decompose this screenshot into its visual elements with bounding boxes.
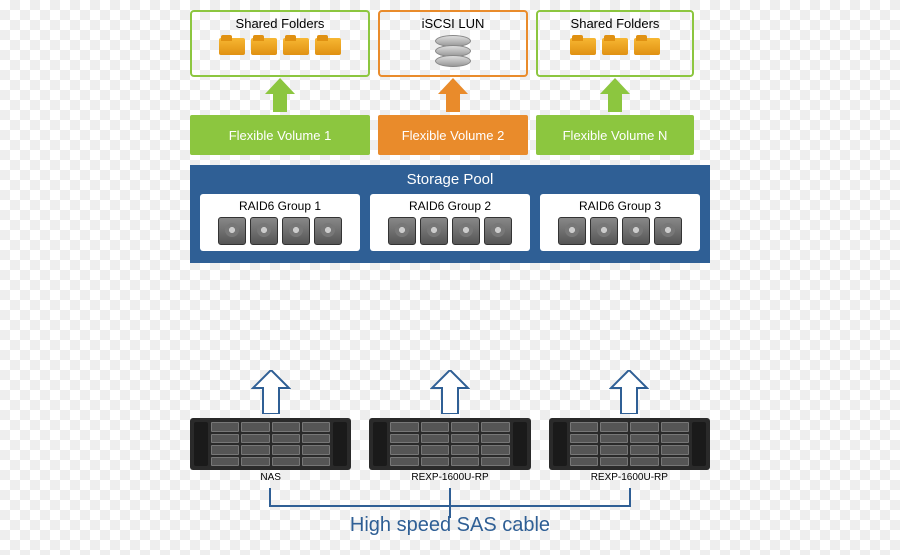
raid-group-label: RAID6 Group 1 [206,199,354,213]
hdd-icon [622,217,650,245]
folder-icon [570,35,596,55]
hdd-icon [590,217,618,245]
hdd-icon [558,217,586,245]
storage-pool: Storage Pool RAID6 Group 1RAID6 Group 2R… [190,165,710,263]
arrow-up-icon [438,78,468,112]
hdd-row [206,217,354,245]
raid-group-label: RAID6 Group 2 [376,199,524,213]
folder-icon [283,35,309,55]
raid-group: RAID6 Group 3 [540,194,700,251]
top-box-icons [386,35,520,69]
hdd-icon [452,217,480,245]
server-chassis-icon [549,418,710,470]
server-chassis-icon [369,418,530,470]
hdd-icon [388,217,416,245]
shared-folders-box: Shared Folders [536,10,694,77]
flexible-volume: Flexible Volume N [536,115,694,155]
top-box-title: Shared Folders [198,16,362,31]
server-label: REXP-1600U-RP [369,472,530,483]
arrow-up-icon [600,78,630,112]
server-label: REXP-1600U-RP [549,472,710,483]
folder-icon [251,35,277,55]
arrow-up-icon [265,78,295,112]
raid-group-label: RAID6 Group 3 [546,199,694,213]
outline-arrow-up-icon [609,370,649,414]
storage-pool-title: Storage Pool [200,171,700,188]
folder-icon [315,35,341,55]
flexible-volume: Flexible Volume 1 [190,115,370,155]
server-column: REXP-1600U-RP [549,418,710,483]
iscsi-lun-box: iSCSI LUN [378,10,528,77]
footer-caption: High speed SAS cable [0,514,900,537]
hdd-icon [314,217,342,245]
server-chassis-icon [190,418,351,470]
outline-arrow-up-icon [430,370,470,414]
top-box-title: iSCSI LUN [386,16,520,31]
hdd-icon [250,217,278,245]
hdd-icon [282,217,310,245]
flexible-volume: Flexible Volume 2 [378,115,528,155]
folder-icon [219,35,245,55]
server-column: REXP-1600U-RP [369,418,530,483]
folder-icon [634,35,660,55]
top-box-title: Shared Folders [544,16,686,31]
servers-row: NAS REXP-1600U-RP REXP-1600U-RP [190,418,710,483]
folder-icon [602,35,628,55]
hdd-icon [654,217,682,245]
volumes-row: Flexible Volume 1Flexible Volume 2Flexib… [190,115,710,155]
top-targets-row: Shared Folders iSCSI LUN Shared Folders [190,10,710,77]
raid-groups-row: RAID6 Group 1 RAID6 Group 2 RAID6 Group 3 [200,194,700,251]
shared-folders-box: Shared Folders [190,10,370,77]
hdd-icon [218,217,246,245]
server-label: NAS [190,472,351,483]
raid-group: RAID6 Group 2 [370,194,530,251]
hdd-row [376,217,524,245]
hdd-icon [420,217,448,245]
diagram-stage: Shared Folders iSCSI LUN Shared Folders Fl… [190,10,710,263]
hdd-row [546,217,694,245]
server-column: NAS [190,418,351,483]
outline-arrow-up-icon [251,370,291,414]
raid-group: RAID6 Group 1 [200,194,360,251]
top-box-icons [544,35,686,55]
top-box-icons [198,35,362,55]
database-icon [435,35,471,69]
hdd-icon [484,217,512,245]
